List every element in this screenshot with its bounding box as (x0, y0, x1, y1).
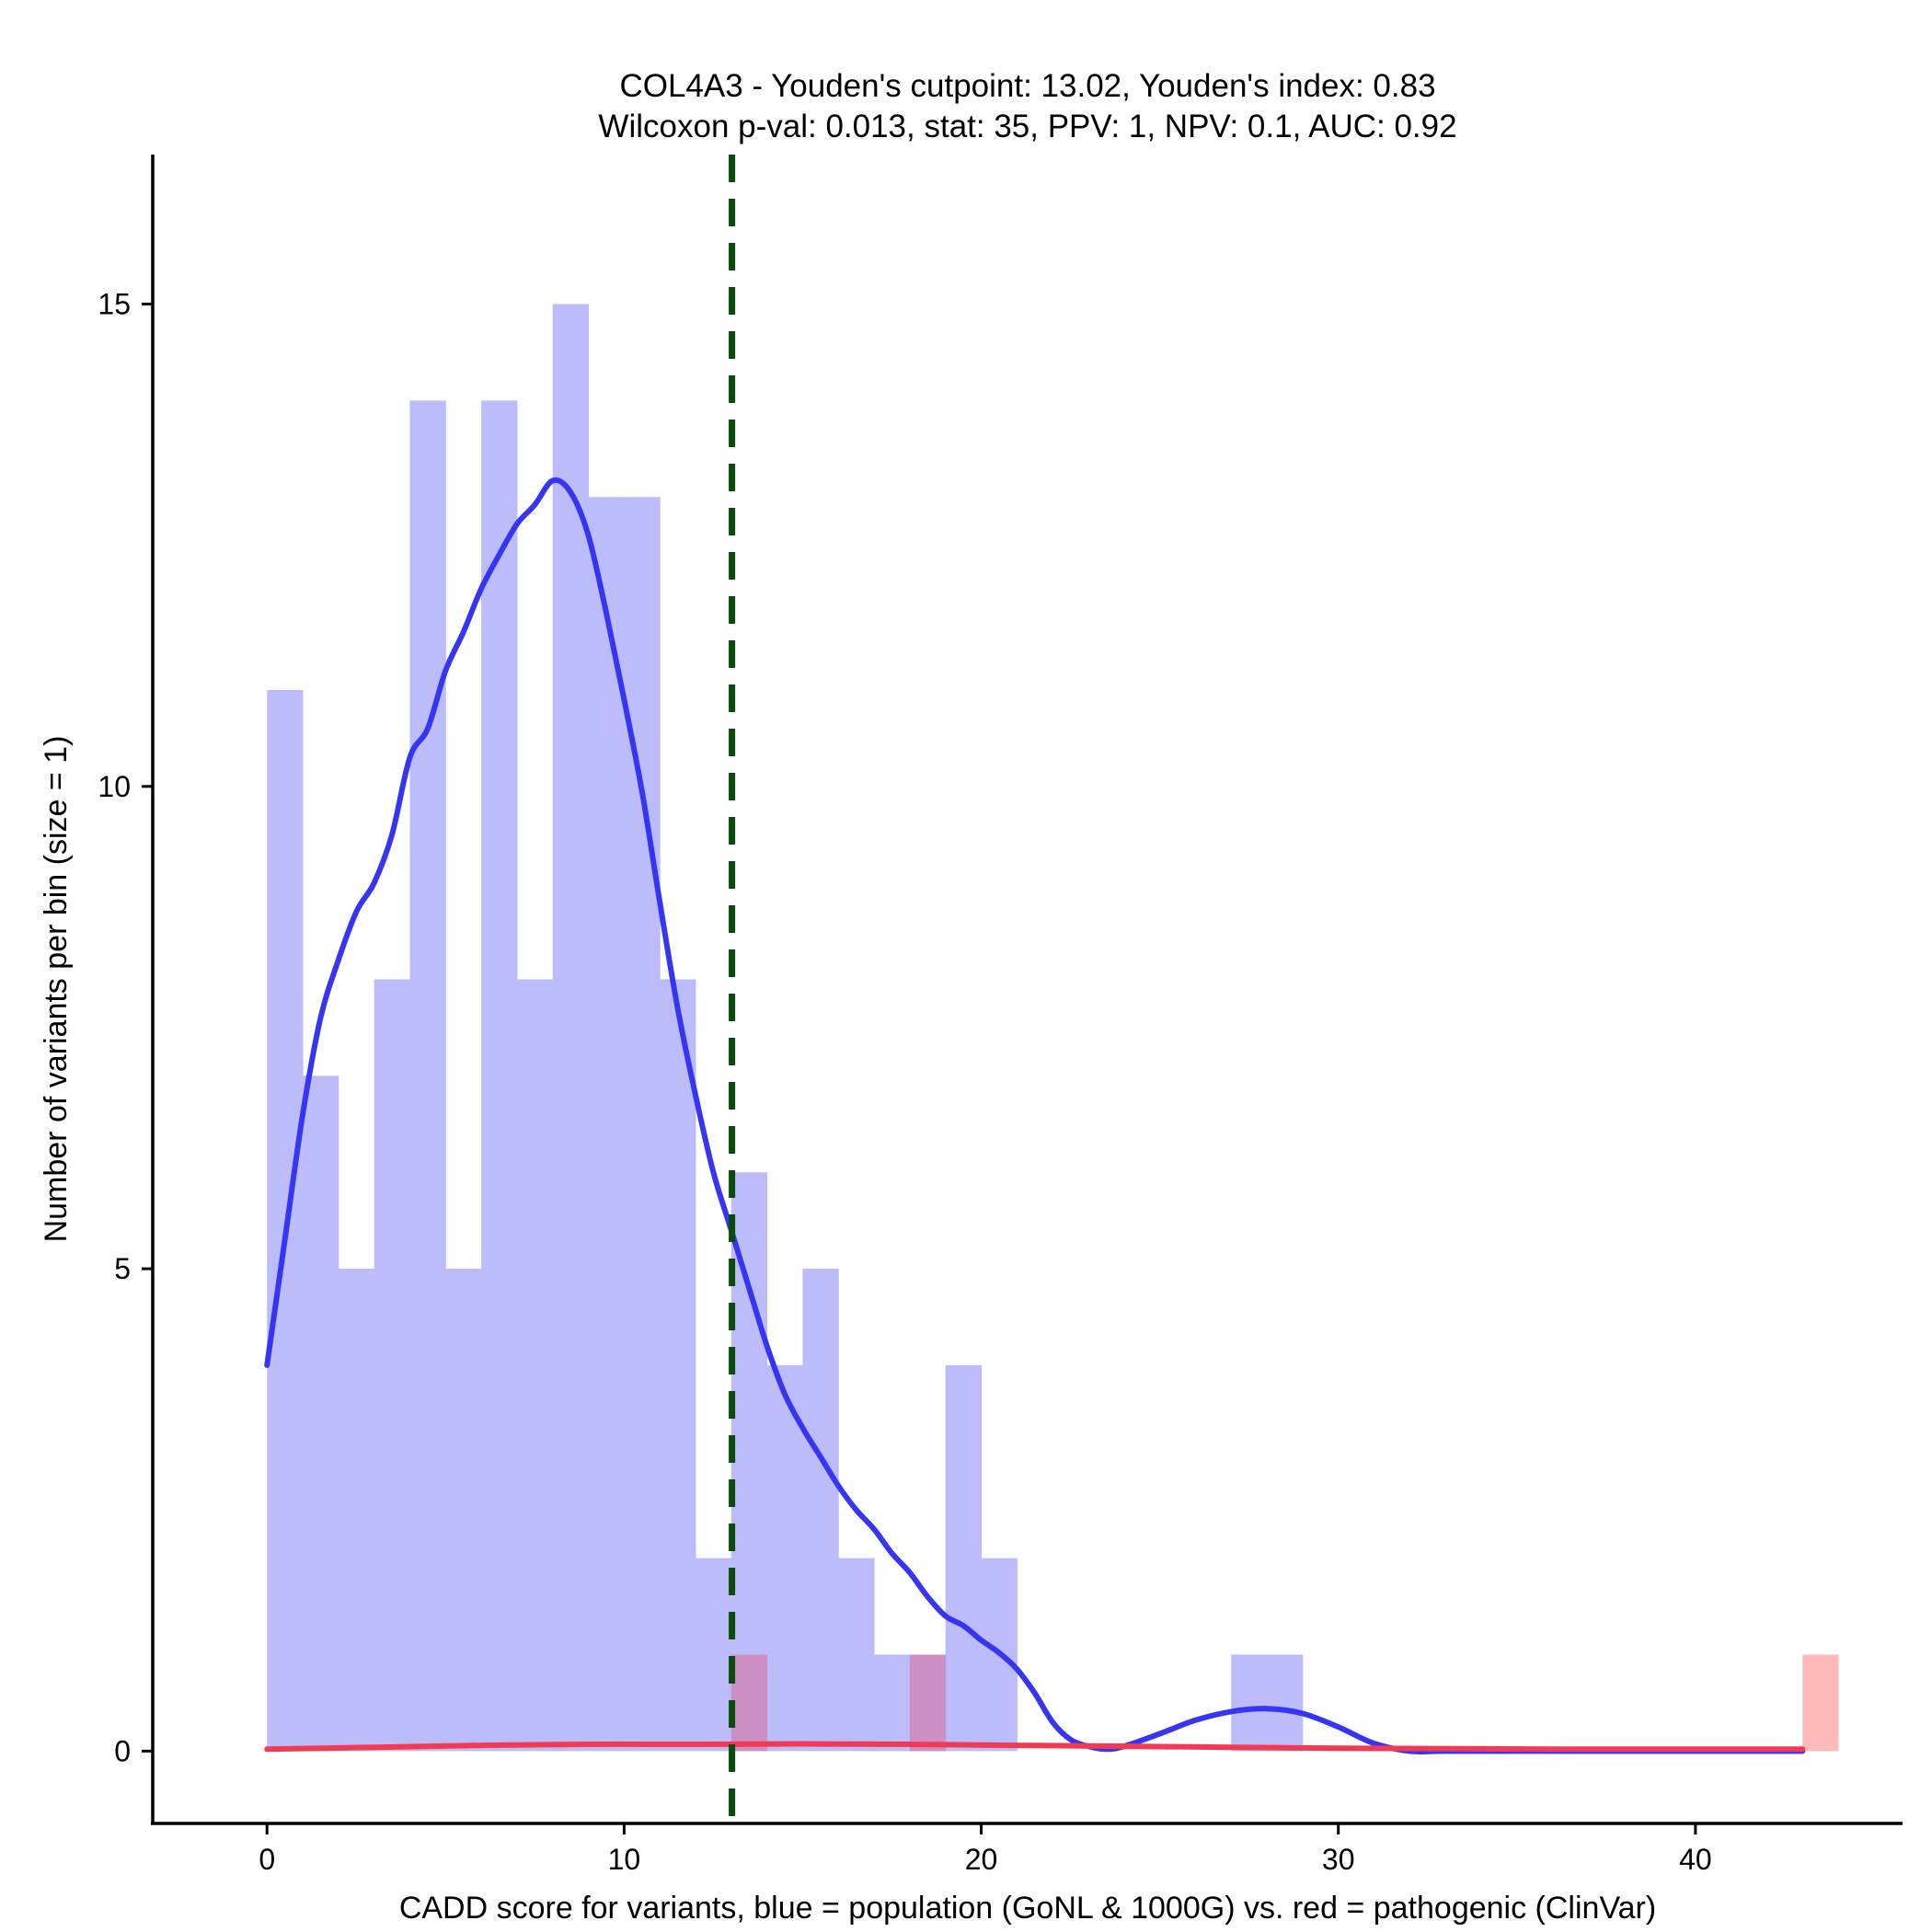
population-density-curve (264, 477, 1806, 1755)
x-tick-label: 40 (1679, 1843, 1712, 1876)
population-bar (624, 497, 661, 1752)
population-histogram-bars (267, 304, 1304, 1752)
population-bar (409, 400, 446, 1752)
pathogenic-bar (909, 1654, 947, 1752)
y-tick-label: 10 (98, 770, 131, 803)
population-bar (552, 304, 590, 1752)
pathogenic-bar (730, 1654, 768, 1752)
population-bar (945, 1364, 983, 1752)
y-axis-label: Number of variants per bin (size = 1) (39, 736, 74, 1243)
population-bar (1267, 1654, 1304, 1752)
population-bar (588, 497, 625, 1752)
y-tick-label: 15 (98, 288, 131, 321)
population-bar (303, 1075, 339, 1752)
x-tick-label: 10 (608, 1843, 641, 1876)
population-bar (874, 1654, 911, 1752)
pathogenic-histogram-bars (730, 1654, 1839, 1752)
chart-title-line2: Wilcoxon p-val: 0.013, stat: 35, PPV: 1,… (598, 109, 1456, 144)
x-tick-label: 0 (259, 1843, 275, 1876)
population-bar (838, 1558, 875, 1752)
population-bar (481, 400, 518, 1752)
y-tick-label: 5 (114, 1252, 131, 1285)
population-bar (445, 1269, 482, 1752)
population-bar (516, 979, 554, 1752)
x-tick-label: 30 (1322, 1843, 1355, 1876)
population-bar (660, 979, 696, 1752)
y-tick-label: 0 (114, 1734, 131, 1767)
pathogenic-density-curve (264, 1741, 1806, 1753)
x-tick-label: 20 (965, 1843, 998, 1876)
population-bar (338, 1269, 375, 1752)
population-bar (1231, 1654, 1268, 1752)
x-axis-label: CADD score for variants, blue = populati… (399, 1891, 1656, 1926)
axes: 0 10 20 30 40 0 5 10 15 (98, 155, 1903, 1876)
x-axis-ticks: 0 10 20 30 40 (259, 1823, 1712, 1876)
y-axis-ticks: 0 5 10 15 (98, 288, 153, 1767)
pathogenic-bar (1802, 1654, 1839, 1752)
population-bar (802, 1269, 839, 1752)
population-bar (374, 979, 410, 1752)
population-bar (696, 1558, 732, 1752)
population-bar (766, 1364, 803, 1752)
chart-title-line1: COL4A3 - Youden's cutpoint: 13.02, Youde… (619, 68, 1435, 104)
